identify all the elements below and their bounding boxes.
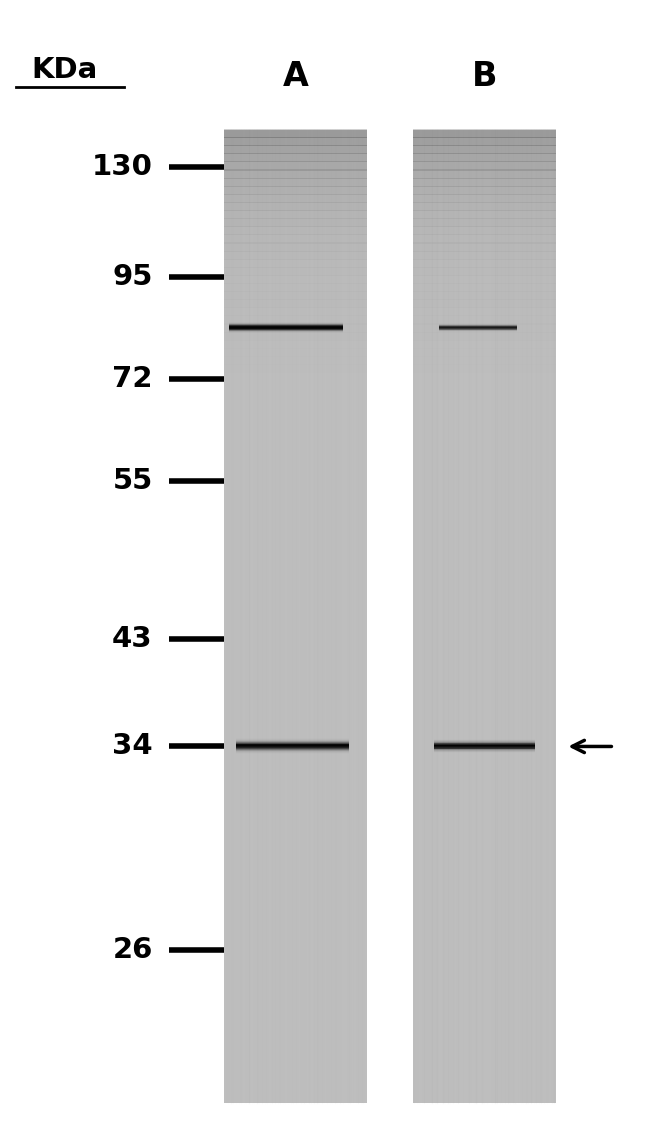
Bar [413,154,556,163]
Bar [413,251,556,260]
Bar [224,275,367,284]
Bar [413,226,556,235]
Bar [224,137,367,146]
Bar [413,170,556,179]
Bar [224,185,367,195]
Bar [413,130,556,1103]
Bar [413,210,556,219]
Bar [413,259,556,268]
Bar [224,331,367,340]
Text: 130: 130 [92,154,153,181]
Text: 55: 55 [112,467,153,494]
Bar [413,300,556,309]
Bar [224,300,367,309]
Bar [224,162,367,171]
Bar [224,234,367,243]
Bar [413,316,556,325]
Bar [224,129,367,138]
Bar [413,356,556,365]
Bar [224,348,367,357]
Bar [413,291,556,300]
Bar [413,331,556,340]
Bar [413,185,556,195]
Bar [224,323,367,333]
Bar [224,339,367,348]
Bar [224,178,367,187]
Text: 26: 26 [112,936,153,964]
Bar [224,130,367,1103]
Text: 34: 34 [112,733,153,760]
Bar [224,193,367,204]
Text: 43: 43 [112,625,153,653]
Bar [413,218,556,227]
Bar [413,275,556,284]
Bar [224,283,367,292]
Bar [224,170,367,179]
Bar [413,234,556,243]
Bar [413,162,556,171]
Text: A: A [283,60,309,94]
Bar [224,210,367,219]
Text: 95: 95 [112,264,153,291]
Text: 72: 72 [112,365,153,392]
Bar [413,145,556,154]
Bar [224,364,367,373]
Text: B: B [471,60,497,94]
Bar [413,129,556,138]
Bar [224,356,367,365]
Bar [413,267,556,276]
Bar [224,291,367,300]
Bar [224,308,367,317]
Bar [224,226,367,235]
Bar [224,251,367,260]
Bar [224,145,367,154]
Bar [413,178,556,187]
Bar [224,218,367,227]
Text: KDa: KDa [32,57,98,84]
Bar [224,316,367,325]
Bar [413,202,556,211]
Bar [413,364,556,373]
Bar [413,339,556,348]
Bar [413,193,556,204]
Bar [224,154,367,163]
Bar [413,348,556,357]
Bar [413,308,556,317]
Bar [224,259,367,268]
Bar [413,323,556,333]
Bar [224,202,367,211]
Bar [413,242,556,252]
Bar [413,137,556,146]
Bar [224,242,367,252]
Bar [413,283,556,292]
Bar [224,267,367,276]
